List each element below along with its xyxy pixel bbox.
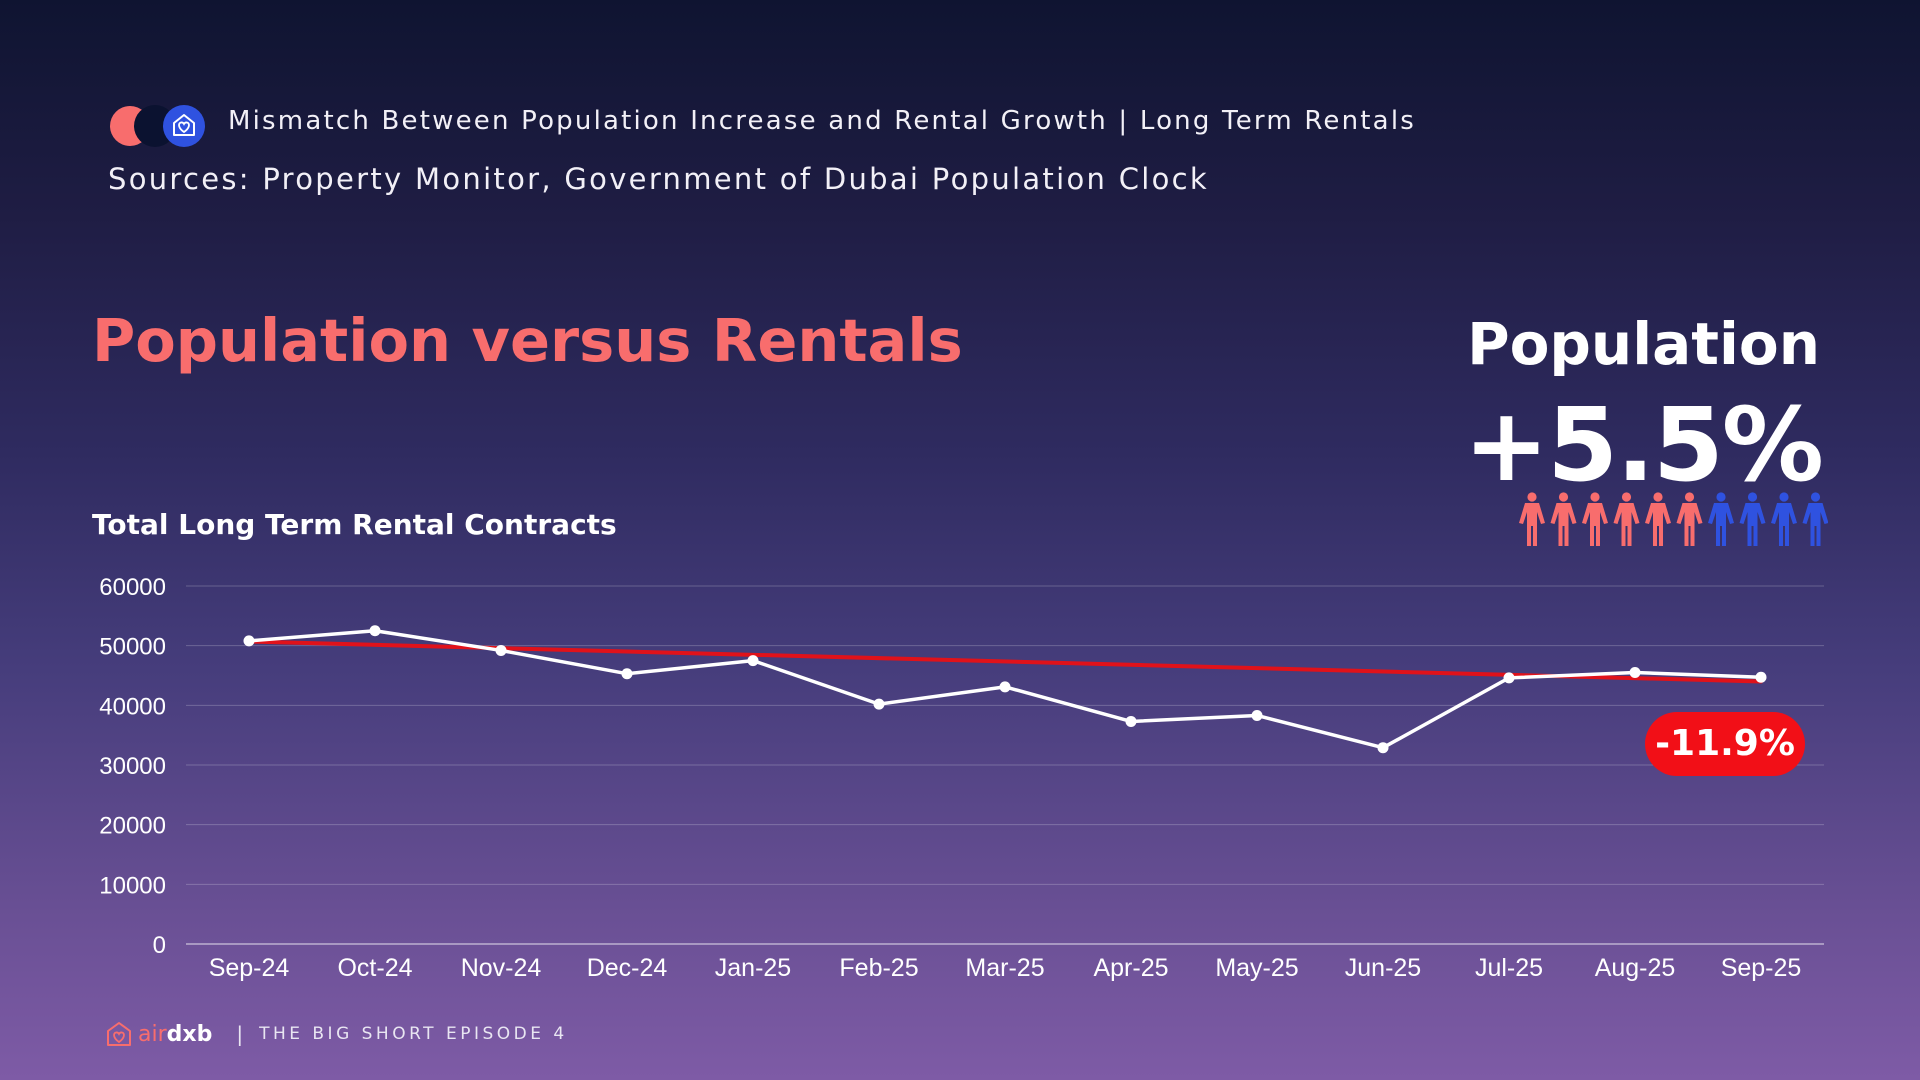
y-tick-label: 50000 (99, 634, 166, 661)
data-point (243, 635, 255, 647)
footer: air dxb | THE BIG SHORT EPISODE 4 (106, 1018, 568, 1050)
population-label: Population (1467, 310, 1820, 378)
y-tick-label: 30000 (99, 753, 166, 780)
y-tick-label: 0 (153, 932, 166, 959)
airdxb-logo-icon (107, 1022, 131, 1046)
brand-logo-icon (110, 105, 205, 147)
person-icon (1550, 492, 1577, 546)
chart-title: Total Long Term Rental Contracts (92, 508, 617, 541)
person-icon (1739, 492, 1766, 546)
footer-episode: THE BIG SHORT EPISODE 4 (259, 1024, 568, 1044)
y-tick-label: 60000 (99, 574, 166, 601)
data-point (1377, 742, 1389, 754)
data-point (621, 668, 633, 680)
x-tick-label: Feb-25 (839, 954, 918, 982)
x-tick-label: Oct-24 (337, 954, 412, 982)
person-icon (1708, 492, 1734, 546)
population-value: +5.5% (1463, 386, 1824, 505)
x-tick-label: Aug-25 (1595, 954, 1676, 982)
x-tick-label: May-25 (1215, 954, 1298, 982)
y-tick-label: 40000 (99, 693, 166, 720)
person-icon (1771, 492, 1797, 546)
x-tick-label: Apr-25 (1093, 954, 1168, 982)
change-badge: -11.9% (1645, 712, 1805, 776)
slide-subtitle: Mismatch Between Population Increase and… (228, 106, 1416, 136)
x-tick-label: Jan-25 (715, 954, 791, 982)
x-tick-label: Sep-25 (1721, 954, 1802, 982)
series-group (243, 625, 1767, 754)
y-tick-label: 10000 (99, 872, 166, 899)
data-point (1125, 715, 1137, 727)
person-icon (1676, 492, 1703, 546)
footer-separator: | (236, 1022, 244, 1046)
sources-text: Sources: Property Monitor, Government of… (108, 162, 1209, 196)
person-icon (1519, 492, 1545, 546)
data-point (1503, 672, 1515, 684)
x-tick-label: Jul-25 (1475, 954, 1543, 982)
footer-brand-air: air (138, 1021, 167, 1047)
x-tick-label: Nov-24 (461, 954, 542, 982)
person-icon (1582, 492, 1608, 546)
x-axis-ticks: Sep-24 Oct-24 Nov-24 Dec-24 Jan-25 Feb-25 Mar-… (209, 954, 1802, 982)
data-point (369, 625, 381, 637)
x-tick-label: Sep-24 (209, 954, 290, 982)
x-tick-label: Dec-24 (587, 954, 668, 982)
data-point (999, 681, 1011, 693)
person-icon (1613, 492, 1640, 546)
data-point (1755, 671, 1767, 683)
footer-brand-dxb: dxb (166, 1021, 213, 1047)
data-point (1629, 667, 1641, 679)
data-point (1251, 709, 1263, 721)
x-tick-label: Mar-25 (965, 954, 1044, 982)
people-icons (1519, 492, 1828, 546)
y-axis-ticks: 0 10000 20000 30000 40000 50000 60000 (99, 574, 166, 959)
data-point (747, 655, 759, 667)
data-point (495, 644, 507, 656)
person-icon (1802, 492, 1828, 546)
y-tick-label: 20000 (99, 813, 166, 840)
data-point (873, 698, 885, 710)
person-icon (1645, 492, 1671, 546)
x-tick-label: Jun-25 (1345, 954, 1421, 982)
page-title: Population versus Rentals (92, 306, 963, 375)
